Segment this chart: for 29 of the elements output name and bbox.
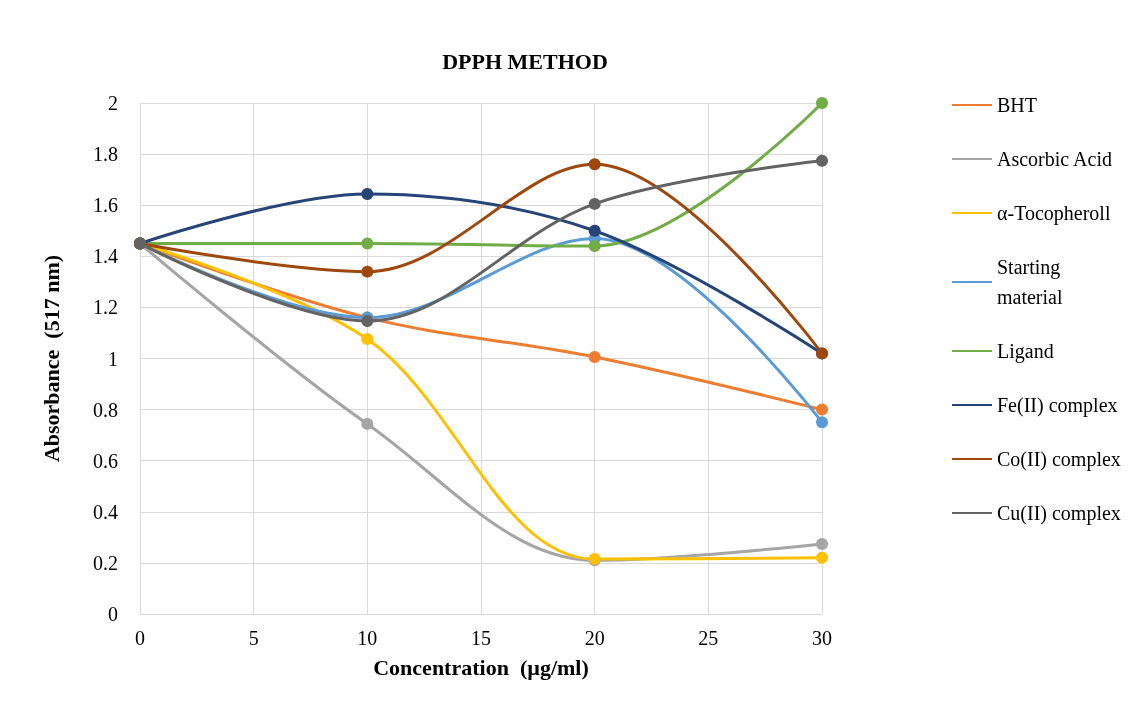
y-tick-label: 1.8	[93, 143, 118, 166]
y-tick-label: 0.2	[93, 551, 118, 574]
y-axis-title: Absorbance (517 nm)	[38, 254, 64, 463]
y-tick-label: 0.4	[93, 500, 118, 523]
y-tick-label: 0.6	[93, 449, 118, 472]
legend-label: Cu(II) complex	[997, 502, 1121, 525]
legend-label: BHT	[997, 94, 1037, 116]
y-tick-label: 0.8	[93, 398, 118, 421]
y-tick-label: 1	[108, 347, 118, 370]
y-tick-label: 2	[108, 92, 118, 114]
x-axis-title: Concentration (µg/ml)	[373, 654, 589, 680]
x-tick-label: 0	[135, 627, 145, 649]
x-tick-label: 10	[357, 627, 378, 649]
legend-label: Ligand	[997, 340, 1054, 363]
x-tick-label: 15	[471, 627, 491, 649]
legend-label: Starting material	[997, 256, 1066, 308]
chart-title: DPPH METHOD	[442, 48, 608, 74]
x-tick-label: 30	[812, 627, 832, 649]
legend-label: Co(II) complex	[997, 448, 1121, 471]
y-tick-label: 0	[108, 603, 118, 625]
y-tick-label: 1.2	[93, 296, 118, 319]
x-tick-label: 20	[584, 627, 605, 649]
y-tick-label: 1.6	[93, 194, 118, 217]
x-tick-label: 5	[248, 627, 259, 649]
legend-label: α-Tocopheroll	[997, 202, 1111, 225]
y-tick-label: 1.4	[93, 245, 118, 268]
x-tick-label: 25	[698, 627, 719, 649]
legend-label: Ascorbic Acid	[997, 148, 1112, 170]
legend-label: Fe(II) complex	[997, 394, 1118, 417]
